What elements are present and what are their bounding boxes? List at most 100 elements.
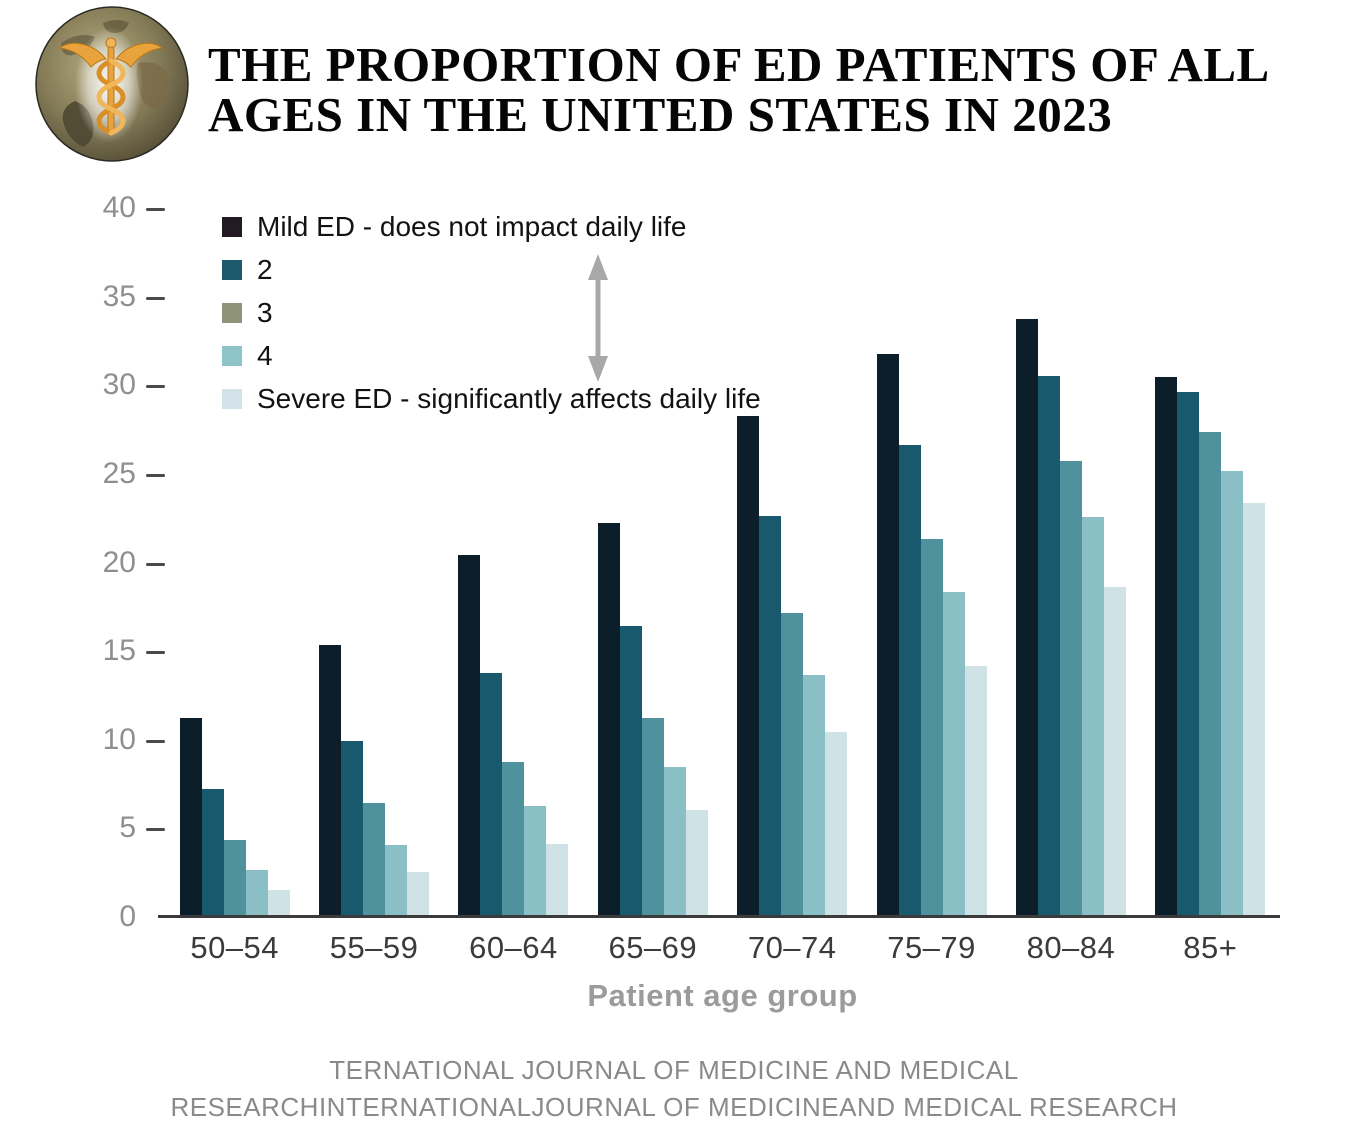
- legend-swatch-mild: [222, 217, 242, 237]
- y-axis-label: 5: [119, 811, 136, 845]
- bar: [502, 762, 525, 918]
- y-axis-tick: [146, 828, 165, 832]
- bar: [1243, 503, 1266, 918]
- legend-swatch-4: [222, 346, 242, 366]
- y-axis-tick: [146, 385, 165, 389]
- bar: [1155, 377, 1178, 918]
- legend-label-mild: Mild ED - does not impact daily life: [257, 211, 687, 242]
- y-axis-tick: [146, 739, 165, 743]
- x-axis-labels: 50–54 55–59 60–64 65–69 70–74 75–79 80–84 85+: [165, 930, 1280, 966]
- bar: [223, 840, 246, 918]
- x-tick-label: 55–59: [329, 930, 419, 965]
- legend-item-severe: Severe ED - significantly affects daily …: [222, 383, 761, 414]
- footer: TERNATIONAL JOURNAL OF MEDICINE AND MEDI…: [24, 1052, 1324, 1126]
- bar: [319, 645, 342, 918]
- x-tick-label: 80–84: [1026, 930, 1116, 965]
- bar: [685, 809, 708, 918]
- y-axis-tick: [146, 562, 165, 566]
- x-tick-label: 75–79: [887, 930, 976, 965]
- legend-swatch-2: [222, 260, 242, 280]
- bar: [1081, 517, 1104, 918]
- bar: [546, 843, 569, 918]
- y-axis-tick: [146, 473, 165, 477]
- caduceus-icon: [58, 37, 164, 136]
- bar: [619, 625, 642, 918]
- bar: [1103, 586, 1126, 918]
- legend-label-severe: Severe ED - significantly affects daily …: [257, 383, 761, 414]
- x-tick-label: 70–74: [747, 930, 837, 965]
- legend-item-2: 2: [222, 254, 761, 285]
- y-axis-tick: [146, 651, 165, 655]
- bar-group-80–84: [1001, 209, 1140, 918]
- x-axis-line: [158, 915, 1280, 918]
- bar: [267, 889, 290, 918]
- bar: [964, 666, 987, 918]
- y-axis-tick: [146, 296, 165, 300]
- bar: [385, 845, 408, 918]
- legend-label-4: 4: [257, 340, 273, 371]
- y-axis-tick: [146, 208, 165, 211]
- bar: [1221, 471, 1244, 918]
- y-axis-label: 10: [102, 722, 136, 756]
- y-axis-label: 40: [102, 191, 136, 224]
- x-tick-label: 65–69: [608, 930, 698, 965]
- legend-label-3: 3: [257, 297, 273, 328]
- chart-legend: Mild ED - does not impact daily life 2 3…: [222, 211, 761, 427]
- legend-label-2: 2: [257, 254, 273, 285]
- bar: [1037, 375, 1060, 918]
- bar: [1015, 318, 1038, 918]
- bar: [641, 717, 664, 918]
- bar: [524, 806, 547, 918]
- y-axis-label: 25: [102, 456, 136, 490]
- y-axis-label: 0: [119, 900, 136, 933]
- bar: [737, 416, 760, 918]
- bar: [341, 740, 364, 918]
- page-title-line2: AGES IN THE UNITED STATES IN 2023: [208, 87, 1113, 142]
- bar-group-85+: [1141, 209, 1280, 918]
- bar-group-70–74: [723, 209, 862, 918]
- legend-item-4: 4: [222, 340, 761, 371]
- bar-group-50–54: [165, 209, 304, 918]
- bar: [1199, 432, 1222, 918]
- bar: [825, 731, 848, 918]
- legend-swatch-severe: [222, 389, 242, 409]
- bar: [876, 354, 899, 918]
- footer-line2: RESEARCHINTERNATIONALJOURNAL OF MEDICINE…: [170, 1092, 1178, 1122]
- bar: [363, 802, 386, 918]
- bar: [803, 675, 826, 918]
- plot-area: [165, 209, 1280, 918]
- bar: [942, 591, 965, 918]
- bar: [663, 767, 686, 918]
- page-title: THE PROPORTION OF ED PATIENTS OF ALL AGE…: [208, 40, 1338, 140]
- bar: [480, 673, 503, 918]
- bar: [920, 538, 943, 918]
- bar: [179, 717, 202, 918]
- bar: [1059, 460, 1082, 918]
- bar: [407, 871, 430, 918]
- page-title-line1: THE PROPORTION OF ED PATIENTS OF ALL: [208, 37, 1270, 92]
- double-arrow-icon: [588, 254, 608, 382]
- x-axis-title: Patient age group: [587, 978, 858, 1013]
- bar-group-60–64: [444, 209, 583, 918]
- x-tick-label: 50–54: [190, 930, 280, 965]
- bar-group-55–59: [304, 209, 443, 918]
- bar: [1177, 391, 1200, 918]
- bar: [898, 444, 921, 918]
- bar: [597, 522, 620, 918]
- bar: [201, 788, 224, 918]
- bar: [245, 870, 268, 918]
- legend-swatch-3: [222, 303, 242, 323]
- bar-group-75–79: [862, 209, 1001, 918]
- bar: [759, 515, 782, 918]
- bar: [458, 554, 481, 918]
- bar-group-65–69: [583, 209, 722, 918]
- legend-item-3: 3: [222, 297, 761, 328]
- y-axis-label: 20: [102, 545, 136, 579]
- legend-item-mild: Mild ED - does not impact daily life: [222, 211, 761, 242]
- journal-logo: [33, 5, 191, 163]
- y-axis-label: 35: [102, 279, 136, 313]
- x-tick-label: 85+: [1183, 930, 1238, 965]
- y-axis-label: 30: [102, 368, 136, 402]
- y-axis-label: 15: [102, 634, 136, 668]
